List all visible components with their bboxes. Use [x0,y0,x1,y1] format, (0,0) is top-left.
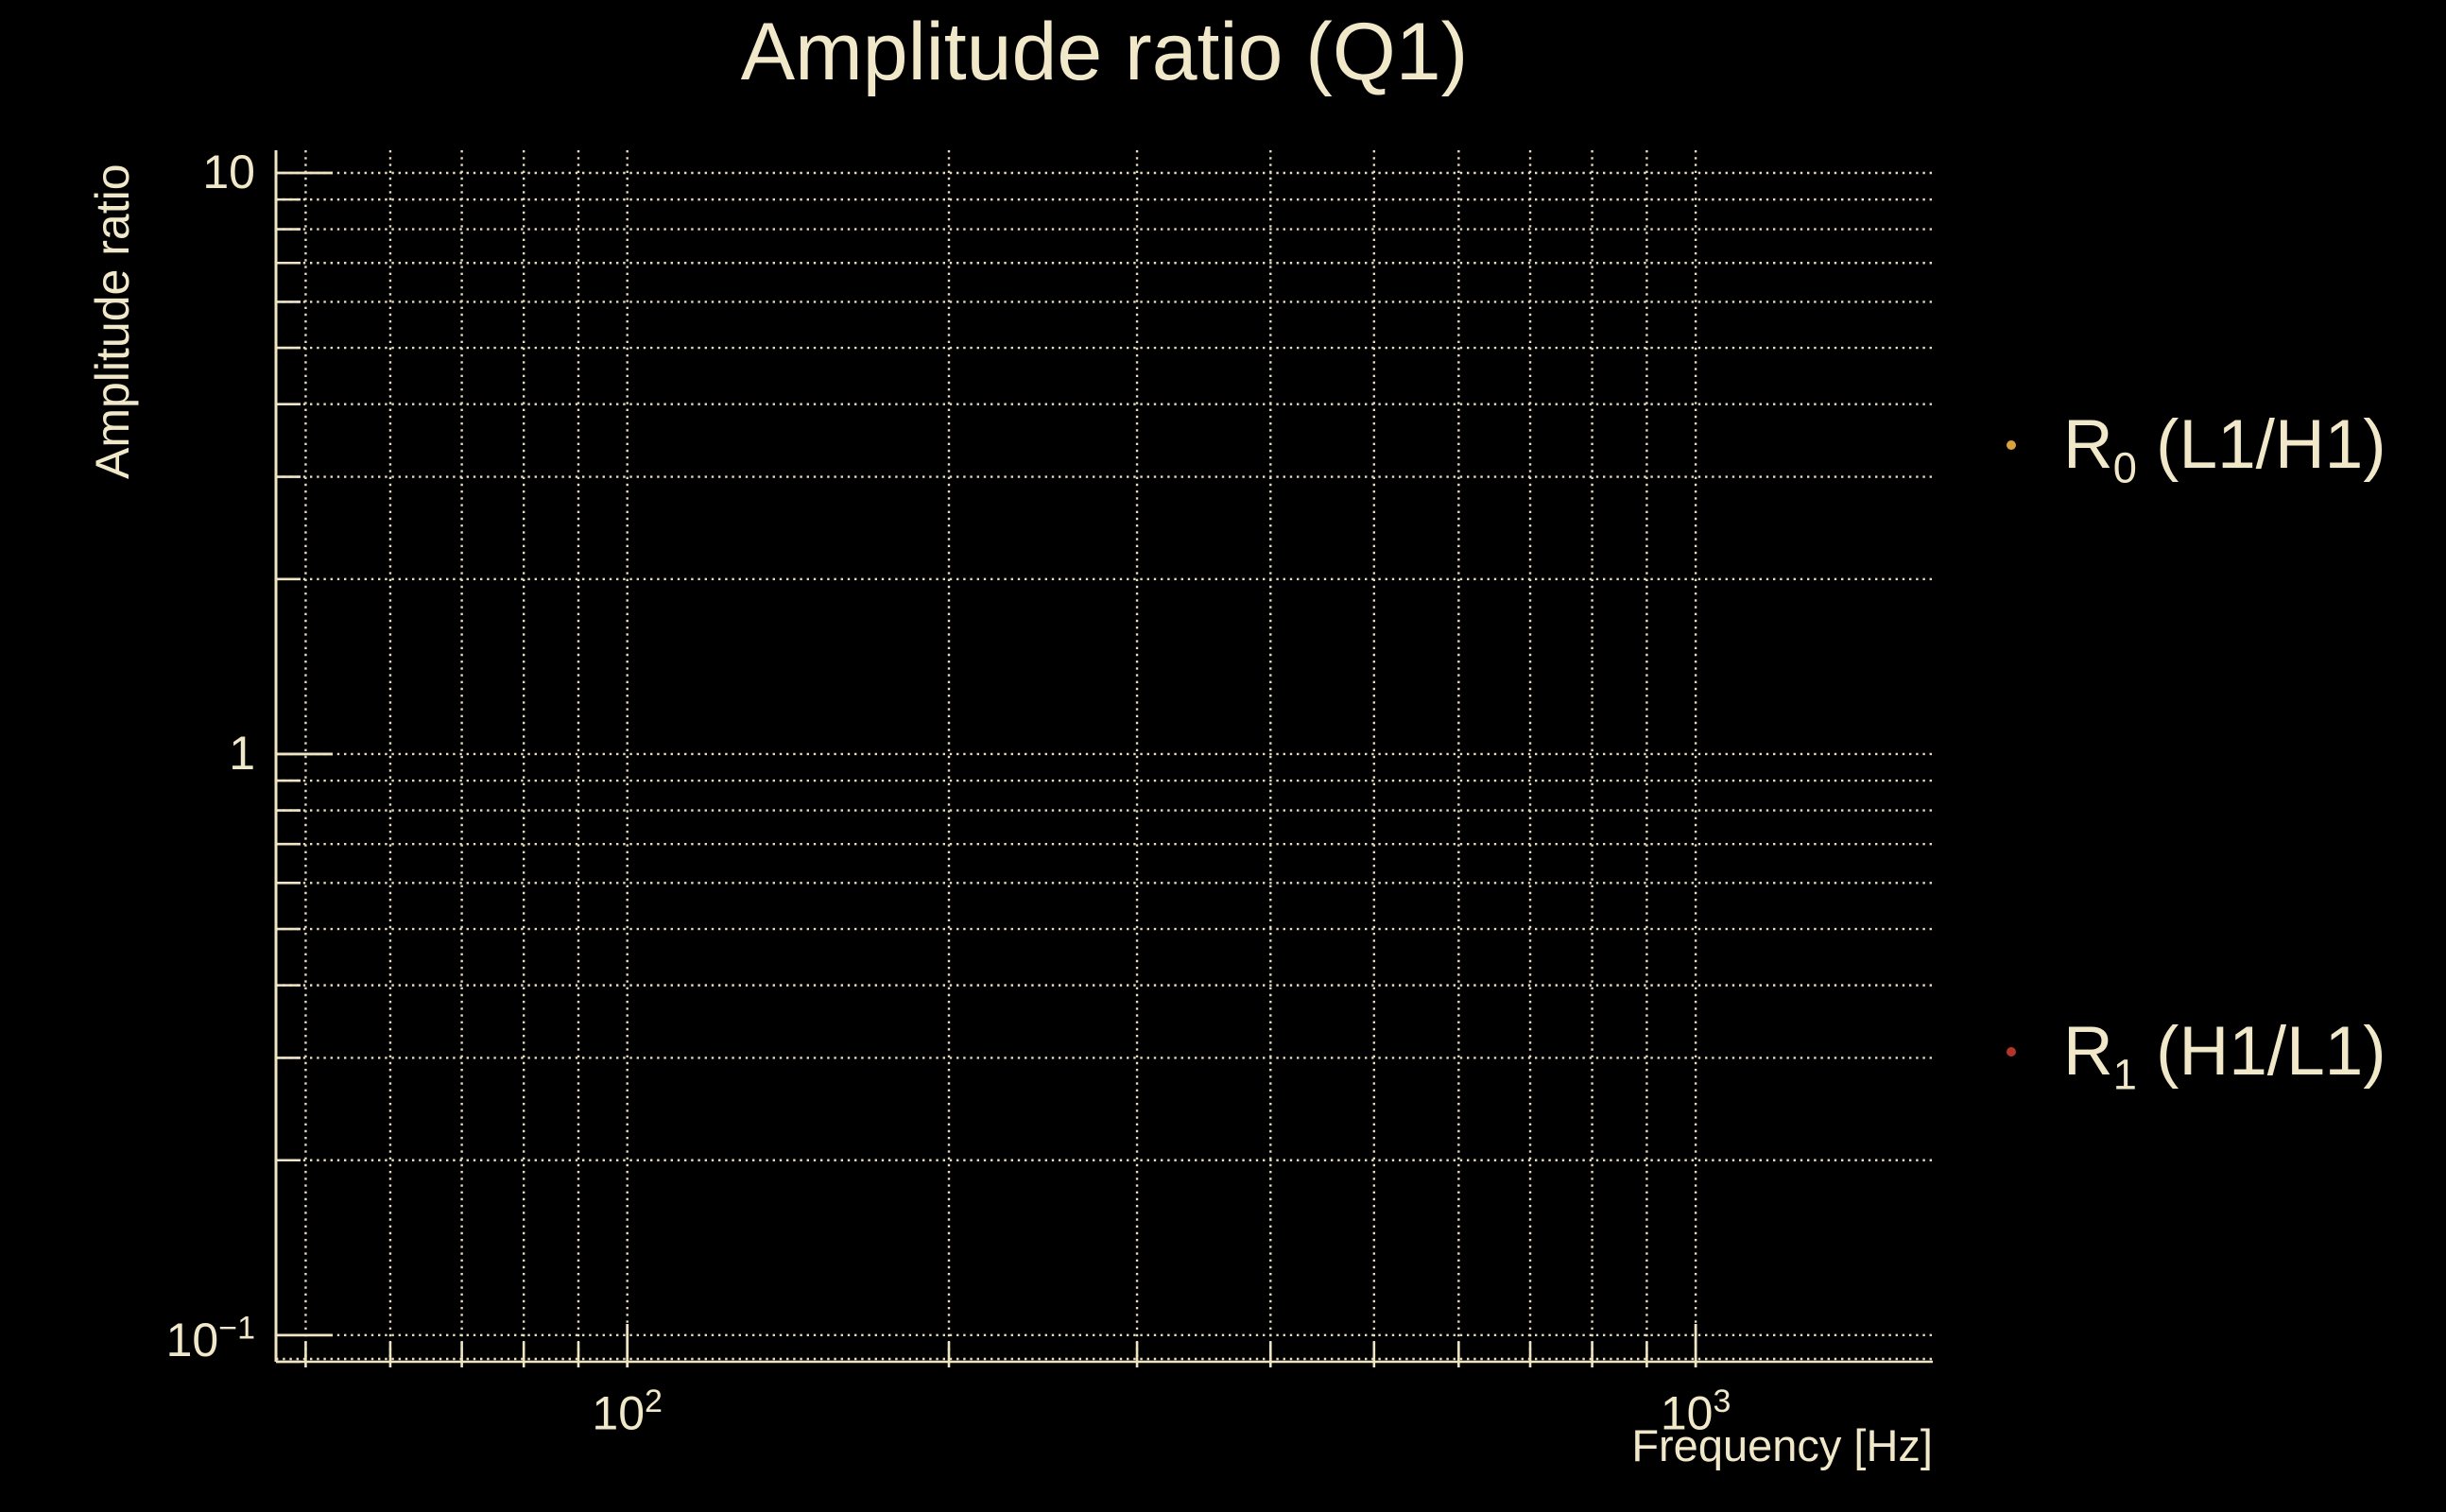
tick-label-base: 10 [592,1386,646,1440]
tick-label-exponent: 2 [645,1383,663,1419]
y-tick-label: 1 [229,728,255,779]
legend-label-subscript: 0 [2112,443,2137,492]
legend-marker-dot-icon [2007,1047,2016,1057]
legend-marker-dot-icon [2007,440,2016,450]
tick-label-base: 1 [229,726,255,780]
tick-label-base: 10 [165,1313,219,1366]
legend-label-r0: R0 (L1/H1) [2063,403,2386,490]
y-tick-label: 10 [202,146,255,198]
legend-label-r1: R1 (H1/L1) [2063,1009,2386,1096]
x-tick-label: 102 [592,1376,663,1439]
x-tick-label: 103 [1661,1376,1731,1439]
x-axis-label: Frequency [Hz] [1631,1420,1933,1470]
legend-label-part: R [2063,1013,2113,1090]
y-tick-label: 10−1 [166,1302,255,1366]
legend-label-subscript: 1 [2112,1050,2137,1099]
legend-entry-r1: R1 (H1/L1) [2007,1009,2386,1096]
legend-label-part: (H1/L1) [2136,1013,2386,1090]
legend-label-part: (L1/H1) [2136,406,2386,483]
chart-title: Amplitude ratio (Q1) [740,7,1469,97]
tick-label-base: 10 [1660,1386,1714,1440]
tick-label-exponent: 3 [1713,1383,1731,1419]
legend-entry-r0: R0 (L1/H1) [2007,403,2386,490]
tick-label-base: 10 [202,145,255,198]
tick-label-exponent: −1 [218,1310,255,1347]
legend-label-part: R [2063,406,2113,483]
